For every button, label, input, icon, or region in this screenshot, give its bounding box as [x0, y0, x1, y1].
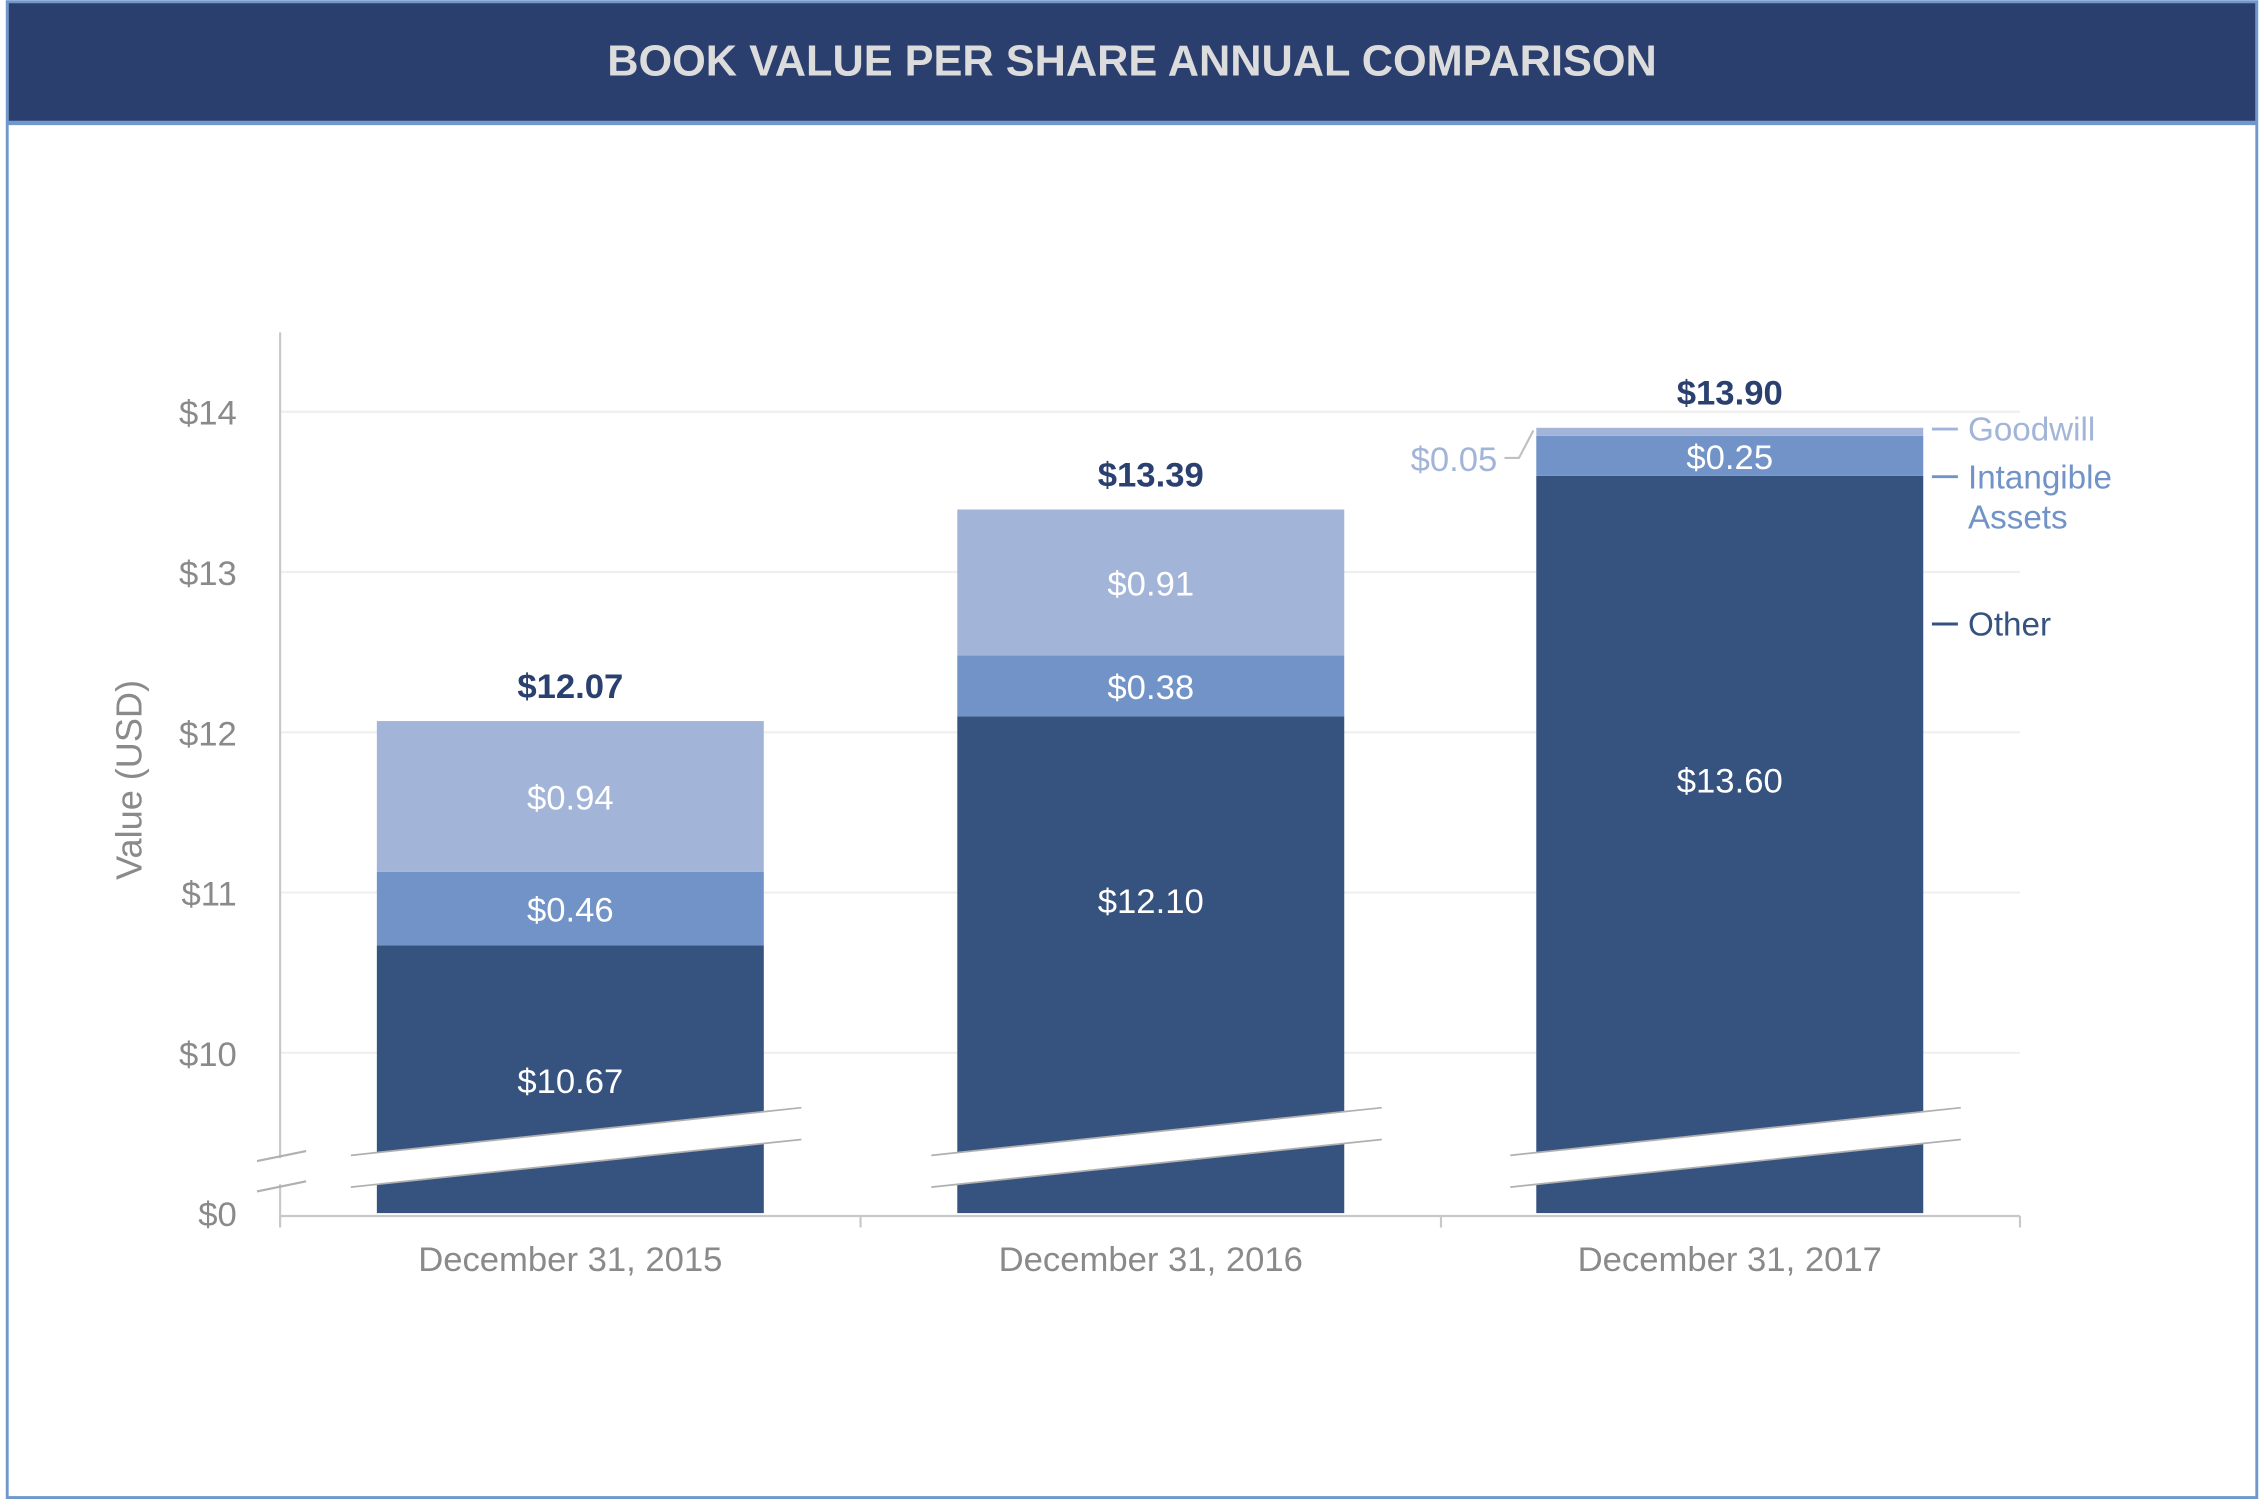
scale-break-line — [350, 1138, 802, 1188]
bar-value-label: $13.60 — [1677, 763, 1783, 801]
bar-segment-intangible-assets — [957, 655, 1345, 717]
bar-value-label: $10.67 — [517, 1063, 623, 1101]
y-tick-label: $0 — [198, 1196, 237, 1234]
bar-segment-goodwill — [957, 509, 1345, 656]
bar-segment-goodwill — [376, 721, 764, 872]
bar-value-label: $12.10 — [1098, 883, 1204, 921]
legend-label-goodwill: Goodwill — [1968, 412, 2095, 449]
bar-value-label: $0.94 — [527, 779, 614, 817]
callout-leader-line — [1504, 430, 1535, 460]
chart-title: BOOK VALUE PER SHARE ANNUAL COMPARISON — [607, 37, 1657, 85]
axis-break-mark — [256, 1180, 307, 1193]
axis-break-gap — [268, 1158, 292, 1185]
scale-break-band — [1510, 1107, 1961, 1188]
scale-break-line — [1510, 1138, 1961, 1188]
y-tick-label: $12 — [179, 715, 237, 753]
bar-value-label: $0.91 — [1107, 565, 1194, 603]
y-tick-label: $13 — [179, 555, 237, 593]
scale-break-line — [1510, 1106, 1961, 1157]
bar-segment-intangible-assets — [376, 871, 764, 946]
bar-value-label: $0.46 — [527, 892, 614, 930]
bar-segment-intangible-assets — [1536, 435, 1924, 476]
legend-label-other: Other — [1968, 607, 2051, 644]
y-tick-label: $14 — [179, 395, 237, 433]
bar-value-label: $0.25 — [1686, 439, 1773, 477]
scale-break-line — [350, 1106, 802, 1157]
bar-total-label: $13.39 — [1098, 456, 1204, 494]
y-tick-label: $10 — [179, 1036, 237, 1074]
scale-break-line — [931, 1138, 1382, 1188]
bar-value-label: $0.05 — [1411, 441, 1498, 479]
scale-break-line — [931, 1106, 1382, 1157]
x-tick-label: December 31, 2015 — [418, 1241, 722, 1279]
y-tick-label: $11 — [182, 876, 237, 914]
scale-break-band — [350, 1107, 802, 1188]
x-tick-label: December 31, 2016 — [999, 1241, 1303, 1279]
bar-value-label: $0.38 — [1107, 669, 1194, 707]
x-tick-label: December 31, 2017 — [1578, 1241, 1882, 1279]
bar-segment-other — [1536, 475, 1924, 1214]
axis-break-mark — [256, 1149, 307, 1163]
header-bar — [8, 3, 2256, 123]
bar-total-label: $12.07 — [517, 668, 623, 706]
y-axis-title: Value (USD) — [109, 680, 150, 880]
legend-label-intangible-assets: Intangible Assets — [1968, 459, 2112, 536]
bar-total-label: $13.90 — [1677, 375, 1783, 413]
scale-break-band — [931, 1107, 1382, 1188]
bar-segment-goodwill — [1536, 427, 1924, 436]
